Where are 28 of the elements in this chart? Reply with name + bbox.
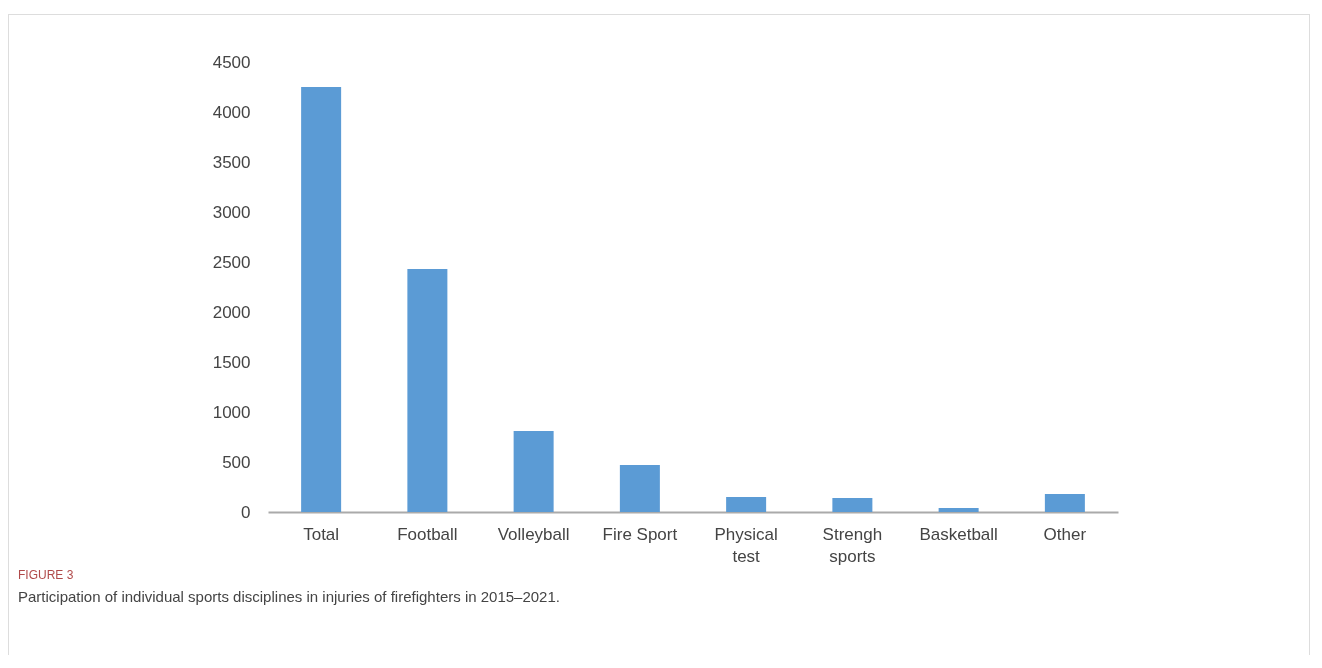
x-tick-label: Basketball	[919, 524, 998, 544]
x-tick-label: Physical test	[714, 524, 778, 566]
y-tick-label: 2500	[212, 252, 251, 272]
y-tick-label: 4000	[212, 102, 251, 122]
bar	[1044, 494, 1085, 512]
y-tick-label: 1000	[212, 402, 251, 422]
y-tick-label: 3500	[212, 152, 251, 172]
x-tick-label: Other	[1043, 524, 1087, 544]
text: Participation of individual sports disciplines in injuries of firefighters in 2015–2021.	[18, 588, 560, 605]
bar	[513, 431, 554, 512]
caption: FIGURE 3	[18, 568, 75, 582]
bar	[407, 269, 448, 512]
x-tick-label: Fire Sport	[602, 524, 678, 544]
y-tick-label: 3000	[212, 202, 251, 222]
bar	[832, 498, 873, 512]
x-tick-label: Total	[303, 524, 340, 544]
y-tick-label: 4500	[212, 52, 251, 72]
y-tick-label: 500	[222, 452, 251, 472]
x-tick-label: Football	[397, 524, 458, 544]
bar	[301, 87, 342, 512]
bar	[726, 497, 767, 512]
bar	[619, 465, 660, 512]
y-tick-label: 1500	[212, 352, 251, 372]
bar	[938, 508, 979, 512]
x-tick-label: Volleyball	[497, 524, 570, 544]
y-tick-label: 2000	[212, 302, 251, 322]
x-tick-label: Strengh sports	[822, 524, 883, 566]
y-tick-label: 0	[241, 502, 251, 522]
